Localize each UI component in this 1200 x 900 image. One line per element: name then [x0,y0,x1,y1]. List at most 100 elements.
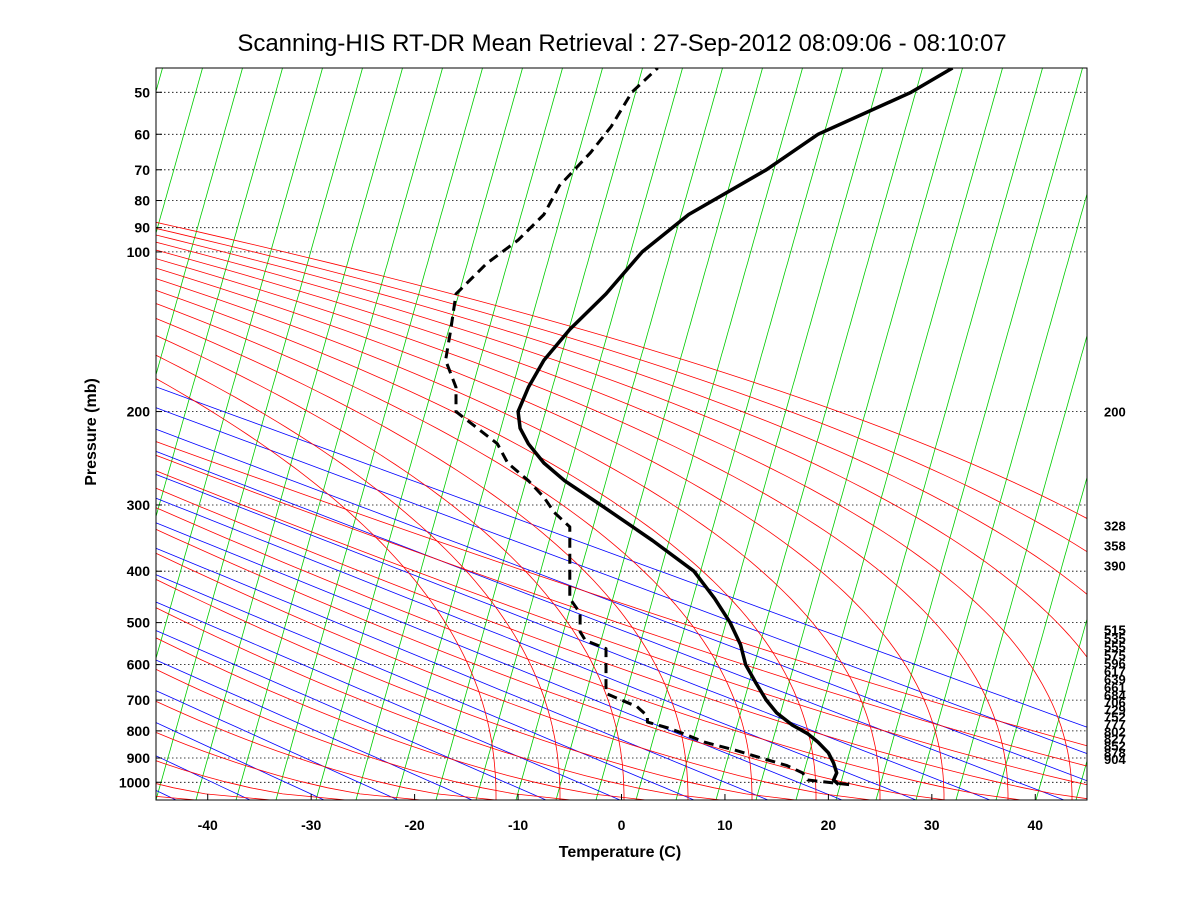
moist-adiabat-line [156,289,817,800]
right-level-label: 729 [1104,703,1126,718]
right-level-label: 575 [1104,648,1126,663]
mixing-ratio-line [156,497,917,800]
moist-adiabat-line [156,258,1009,800]
x-tick-label: 40 [1028,817,1044,833]
mixing-ratio-line [156,755,251,800]
mixing-ratio-line [156,601,621,800]
y-tick-label: 600 [127,657,151,673]
isotherm-line [0,68,83,800]
isotherm-line [555,68,763,800]
isotherm-line [675,68,883,800]
right-level-label: 515 [1104,622,1126,637]
isotherm-line [915,192,1087,800]
moist-adiabat-line [156,249,1073,800]
dry-adiabat-line [156,487,1087,800]
isotherm-line [275,68,483,800]
x-tick-label: 10 [717,817,733,833]
y-tick-label: 700 [127,692,151,708]
isotherm-line [835,68,1043,800]
dry-adiabat-line [156,441,1087,747]
y-tick-label: 400 [127,563,151,579]
right-level-label: 802 [1104,725,1126,740]
moist-adiabat-line [156,303,753,800]
right-level-label: 639 [1104,672,1126,687]
x-axis: -40 -30 -20 -10 0 10 20 30 40 [198,794,1044,833]
y-tick-label: 100 [127,244,151,260]
y-axis-label: Pressure (mb) [83,378,100,486]
moist-adiabat-line [156,234,1087,595]
y-tick-label: 70 [134,162,150,178]
isotherm-line [475,68,683,800]
isotherm-line [195,68,403,800]
right-level-label: 878 [1104,745,1126,760]
y-tick-label: 200 [127,404,151,420]
right-level-label: 661 [1104,680,1126,695]
dry-adiabat-line [156,552,872,800]
x-tick-label: 0 [618,817,626,833]
isotherm-line [1035,617,1087,800]
y-tick-label: 300 [127,497,151,513]
right-level-labels: 2003283583905155155355555755966176396616… [1104,405,1126,767]
isotherm-line [715,68,923,800]
mixing-ratio-line [156,659,473,800]
dry-adiabat-line [156,507,1022,800]
isotherm-line [755,68,963,800]
y-tick-label: 60 [134,126,150,142]
mixing-ratio-line [156,407,1087,754]
right-level-label: 328 [1104,519,1126,534]
right-level-label: 535 [1104,631,1126,646]
x-tick-label: -20 [404,817,424,833]
y-axis: 50 60 70 80 90 100 200 300 400 500 600 700 800 900 100… [119,84,162,790]
moist-adiabat-line [156,267,945,800]
right-level-label: 684 [1104,688,1126,703]
y-tick-label: 900 [127,750,151,766]
right-level-label: 706 [1104,695,1126,710]
isotherm-line [235,68,443,800]
isotherm-line [515,68,723,800]
right-level-label: 827 [1104,732,1126,747]
right-level-label: 752 [1104,710,1126,725]
isotherm-line [635,68,843,800]
isotherm-line [156,68,323,660]
moist-adiabat-line [156,335,625,800]
mixing-ratio-line [156,547,769,800]
isotherm-line [875,68,1083,800]
mixing-ratio-line [156,386,1087,728]
right-level-label: 555 [1104,640,1126,655]
isotherm-line [1196,68,1200,800]
dry-adiabat-line [156,454,1087,767]
mixing-ratio-line [156,690,399,800]
plot-area [0,68,1200,800]
dry-adiabat-line [156,470,1087,786]
isotherm-line [1156,68,1200,800]
isotherm-line [355,68,563,800]
y-tick-label: 50 [134,84,150,100]
y-tick-label: 800 [127,723,151,739]
mixing-ratio-line [156,428,1087,782]
isotherm-line [1116,68,1200,800]
x-tick-label: 30 [924,817,940,833]
right-level-label: 515 [1104,622,1126,637]
dry-adiabat-line [156,700,497,800]
dry-adiabat-line [156,528,947,800]
moist-adiabat-line [156,221,1087,519]
temperature-profile-line [516,68,954,786]
isotherm-line [0,68,43,800]
right-level-label: 200 [1104,405,1126,420]
isotherm-line [955,334,1087,800]
isotherm-line [395,68,603,800]
dry-adiabat-line [156,731,422,800]
moist-adiabat-line [156,317,689,800]
mixing-ratio-line [156,722,325,800]
x-tick-label: 20 [821,817,837,833]
isotherm-line [156,68,243,377]
isotherm-line [156,68,283,519]
x-tick-label: -10 [508,817,528,833]
moist-adiabat-line [156,354,561,800]
right-level-label: 777 [1104,717,1126,732]
dry-adiabat-line [156,668,572,800]
mixing-ratio-line [156,473,991,800]
isotherm-line [435,68,643,800]
moist-adiabat-line [156,278,881,800]
